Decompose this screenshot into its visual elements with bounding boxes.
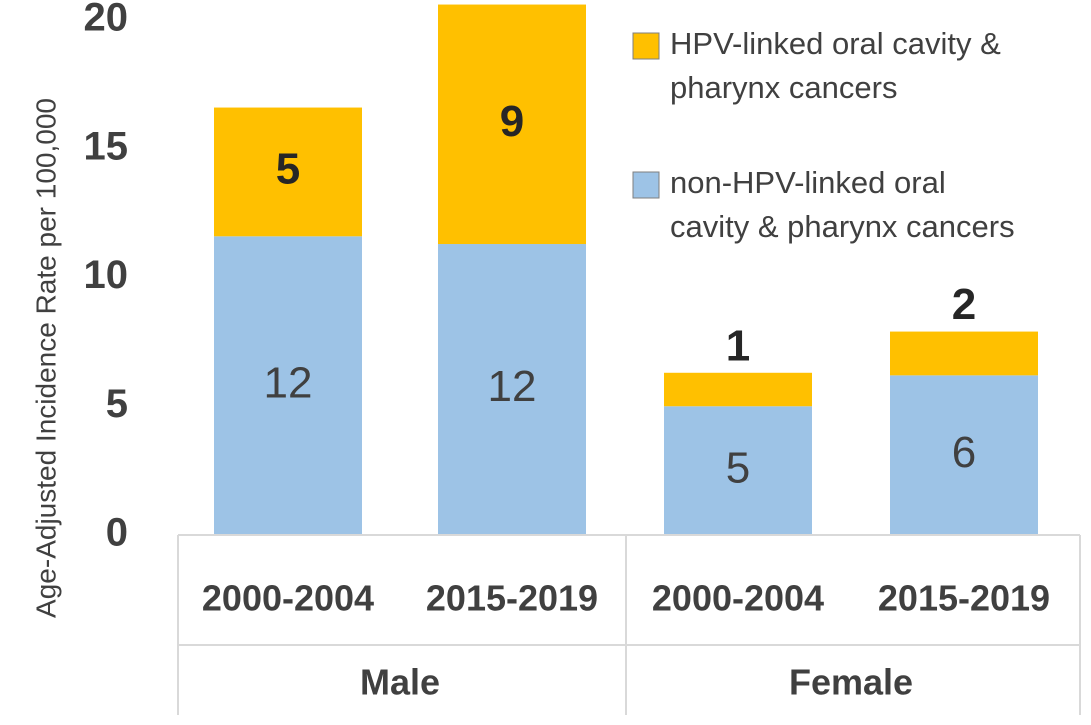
data-label: 1: [726, 321, 750, 370]
legend: HPV-linked oral cavity & pharynx cancers n…: [632, 26, 1015, 244]
data-label: 6: [952, 428, 976, 477]
x-tick-label: 2015-2019: [426, 578, 598, 619]
data-label: 5: [276, 145, 300, 194]
data-label: 12: [264, 358, 313, 407]
bar-segment: [890, 331, 1038, 376]
x-axis: 2000-2004 2015-2019 2000-2004 2015-2019 Male…: [177, 534, 1081, 715]
y-tick-label: 20: [84, 0, 129, 40]
y-axis-label: Age-Adjusted Incidence Rate per 100,000: [30, 98, 61, 618]
data-label: 5: [726, 443, 750, 492]
bar-segment: [438, 4, 586, 245]
x-tick-label: 2000-2004: [202, 578, 374, 619]
x-group-label: Female: [789, 662, 913, 703]
data-label: 9: [500, 97, 524, 146]
x-tick-label: 2015-2019: [878, 578, 1050, 619]
legend-label: non-HPV-linked oral cavity & pharynx canc…: [670, 165, 1015, 244]
legend-label: HPV-linked oral cavity & pharynx cancers: [670, 26, 1001, 105]
bar-segment: [214, 107, 362, 237]
legend-swatch: [632, 171, 660, 199]
x-group-label: Male: [360, 662, 440, 703]
y-tick-label: 5: [106, 382, 128, 426]
bars: [214, 4, 1038, 536]
bar-segment: [890, 375, 1038, 535]
legend-swatch: [632, 32, 660, 60]
data-label: 12: [488, 362, 537, 411]
y-axis-ticks: 0 5 10 15 20: [84, 0, 129, 555]
data-labels: 12 5 12 9 5 1 6 2: [264, 97, 977, 492]
bar-segment: [664, 372, 812, 407]
y-tick-label: 0: [106, 511, 128, 555]
x-tick-label: 2000-2004: [652, 578, 824, 619]
bar-segment: [664, 406, 812, 535]
data-label: 2: [952, 280, 976, 329]
bar-segment: [214, 236, 362, 536]
bar-segment: [438, 244, 586, 535]
y-tick-label: 10: [84, 253, 129, 297]
y-tick-label: 15: [84, 124, 129, 168]
